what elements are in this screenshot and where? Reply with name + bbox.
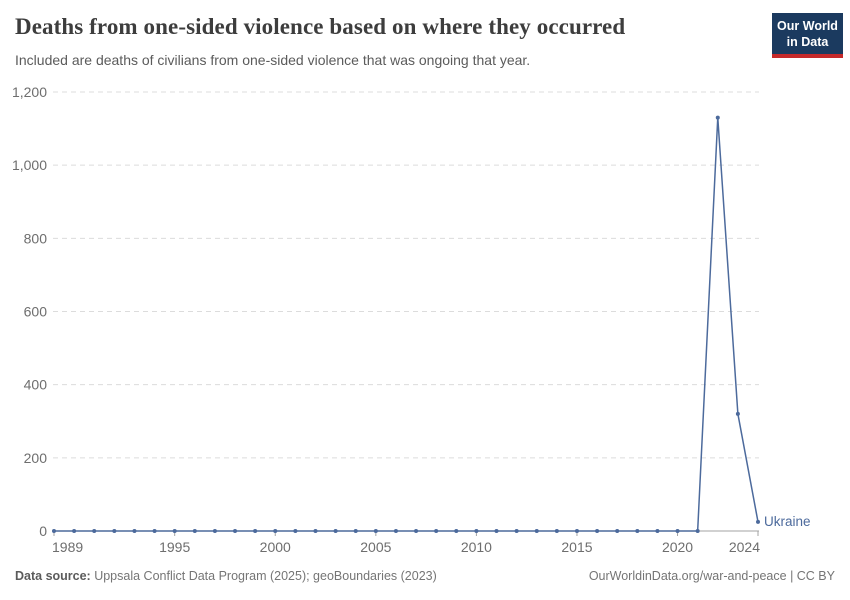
data-point [494,529,499,533]
y-tick-label: 600 [24,304,48,320]
data-point [695,529,700,533]
x-tick-label: 2005 [360,539,391,555]
y-tick-label: 1,000 [12,157,47,173]
data-point [655,529,660,533]
data-point [554,529,559,533]
chart-title: Deaths from one-sided violence based on … [15,14,626,39]
data-point [393,529,398,533]
data-point [92,529,97,533]
data-point [172,529,177,533]
x-tick-label: 1995 [159,539,190,555]
data-point [373,529,378,533]
y-tick-label: 0 [39,523,47,539]
data-point [434,529,439,533]
data-point [233,529,238,533]
y-tick-label: 800 [24,230,48,246]
x-tick-label: 1989 [52,539,83,555]
data-point [756,519,760,524]
data-point [595,529,600,533]
data-point [615,529,620,533]
data-point [675,529,680,533]
owid-logo-line1: Our World [777,19,838,33]
owid-logo-line2: in Data [786,35,829,49]
x-tick-label: 2000 [260,539,291,555]
data-point [313,529,318,533]
data-point [112,529,117,533]
data-source-label: Data source: [15,569,91,583]
data-point [293,529,298,533]
data-point [514,529,519,533]
data-line [54,116,759,532]
data-point [152,529,157,533]
y-tick-label: 400 [24,377,48,393]
chart-subtitle: Included are deaths of civilians from on… [15,52,531,68]
x-tick-label: 2020 [662,539,693,555]
data-point [192,529,197,533]
line-chart: 0 200 400 600 800 1,000 1,200 1989 1995 2000 2005 2… [12,84,811,555]
chart-footer: Data source: Uppsala Conflict Data Progr… [15,568,835,584]
x-tick-label: 2024 [729,539,760,555]
data-point [72,529,77,533]
y-tick-label: 200 [24,450,48,466]
y-tick-label: 1,200 [12,84,47,100]
data-point [212,529,217,533]
data-point [715,115,720,120]
data-source-text: Uppsala Conflict Data Program (2025); ge… [90,569,437,583]
attribution-text: OurWorldinData.org/war-and-peace | CC BY [588,569,835,583]
data-point [253,529,258,533]
data-point [132,529,137,533]
data-point [735,411,740,416]
data-point [353,529,358,533]
x-tick-label: 2010 [461,539,492,555]
data-source-note: Data source: Uppsala Conflict Data Progr… [15,568,437,584]
data-point [534,529,539,533]
data-point [333,529,338,533]
data-point [474,529,479,533]
data-point [635,529,640,533]
owid-logo: Our World in Data [772,13,843,58]
data-point [454,529,459,533]
series-end-label: Ukraine [764,514,811,529]
data-point [52,529,56,533]
x-tick-label: 2015 [561,539,592,555]
data-point [414,529,419,533]
data-point [574,529,579,533]
data-point [273,529,278,533]
